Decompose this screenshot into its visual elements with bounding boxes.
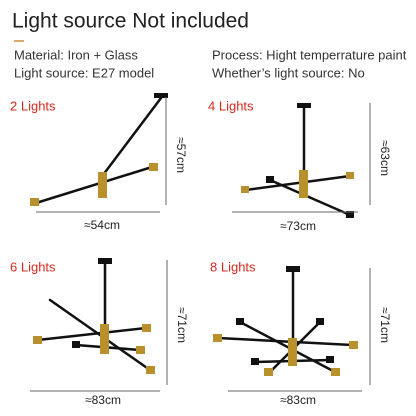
spec: Process: Hight temperrature paint	[212, 47, 407, 62]
height-label: ≈71cm	[378, 307, 392, 343]
spec: Material: Iron + Glass	[14, 47, 138, 62]
width-label: ≈83cm	[280, 393, 316, 407]
panel-label: 8 Lights	[210, 259, 256, 274]
height-label: ≈71cm	[175, 307, 189, 343]
lamp-6	[33, 258, 155, 374]
spec: Whether’s light source: No	[212, 65, 365, 80]
panel-label: 6 Lights	[10, 259, 56, 274]
title: Light source Not included	[12, 10, 249, 33]
height-label: ≈63cm	[378, 140, 392, 176]
width-label: ≈83cm	[85, 393, 121, 407]
panel-label: 4 Lights	[208, 98, 254, 113]
lamp-2	[30, 93, 168, 206]
spec: Light source: E27 model	[14, 65, 154, 80]
lamp-4	[241, 103, 354, 218]
panel-label: 2 Lights	[10, 98, 56, 113]
width-label: ≈73cm	[280, 219, 316, 233]
width-label: ≈54cm	[84, 218, 120, 232]
lamp-8	[213, 266, 358, 376]
height-label: ≈57cm	[174, 137, 188, 173]
